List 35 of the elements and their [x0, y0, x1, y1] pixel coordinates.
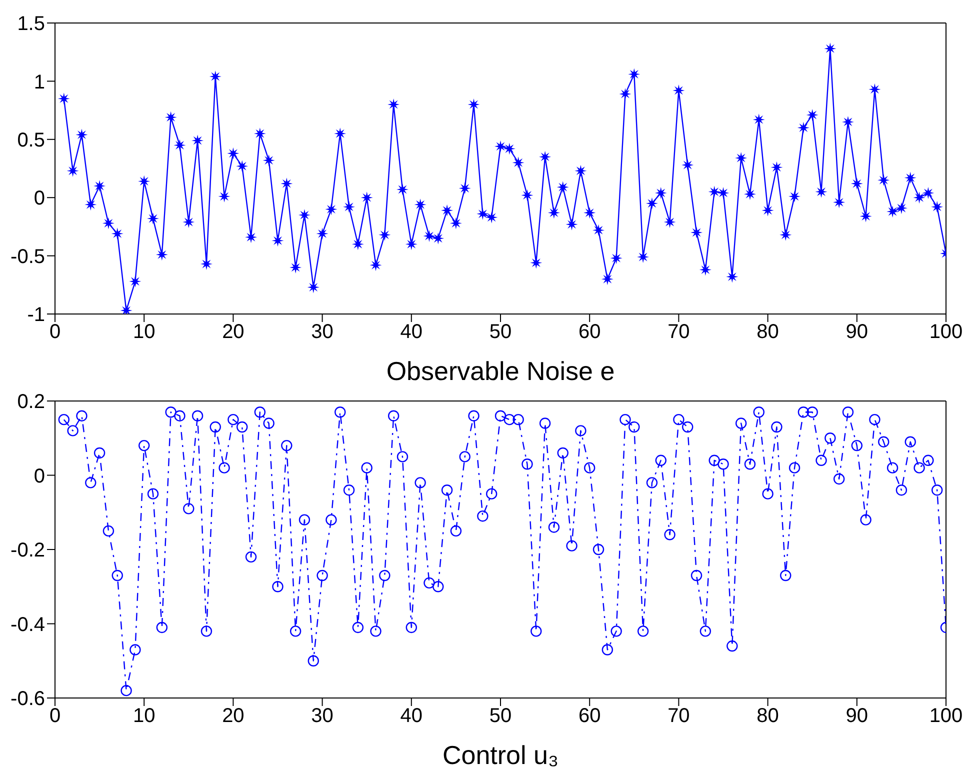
y-tick-label: -0.2 [10, 540, 45, 562]
x-tick-label: 30 [311, 705, 334, 728]
x-tick-label: 100 [929, 705, 963, 728]
x-tick-label: 70 [668, 705, 690, 728]
x-tick-label: 20 [222, 321, 244, 344]
y-tick-label: 0.2 [17, 391, 45, 414]
y-tick-label: -0.5 [10, 246, 45, 268]
x-tick-label: 60 [578, 705, 601, 728]
x-tick-label: 0 [49, 321, 61, 344]
x-axis-title: Observable Noise e [386, 356, 615, 386]
x-tick-label: 90 [846, 321, 868, 344]
x-tick-label: 50 [489, 705, 512, 728]
x-tick-label: 0 [49, 705, 61, 728]
x-tick-label: 90 [846, 705, 868, 728]
x-tick-label: 40 [400, 705, 423, 728]
y-tick-label: 1 [34, 71, 45, 94]
y-tick-label: -0.6 [10, 688, 45, 710]
x-tick-label: 10 [132, 705, 156, 728]
x-tick-label: 80 [756, 705, 779, 728]
y-tick-label: 0.5 [17, 130, 45, 152]
x-tick-label: 10 [132, 321, 156, 344]
x-tick-label: 50 [489, 321, 512, 344]
x-tick-label: 100 [929, 321, 963, 344]
x-tick-label: 30 [311, 321, 334, 344]
y-tick-label: 0 [34, 465, 45, 488]
x-axis-title: Control u₃ [442, 740, 559, 770]
y-tick-label: -0.4 [10, 614, 45, 636]
x-tick-label: 40 [400, 321, 423, 344]
x-tick-label: 20 [222, 705, 244, 728]
x-tick-label: 80 [756, 321, 779, 344]
y-tick-label: -1 [27, 304, 45, 326]
y-tick-label: 0 [34, 188, 45, 210]
x-tick-label: 70 [668, 321, 690, 344]
x-tick-label: 60 [578, 321, 601, 344]
y-tick-label: 1.5 [17, 13, 45, 36]
